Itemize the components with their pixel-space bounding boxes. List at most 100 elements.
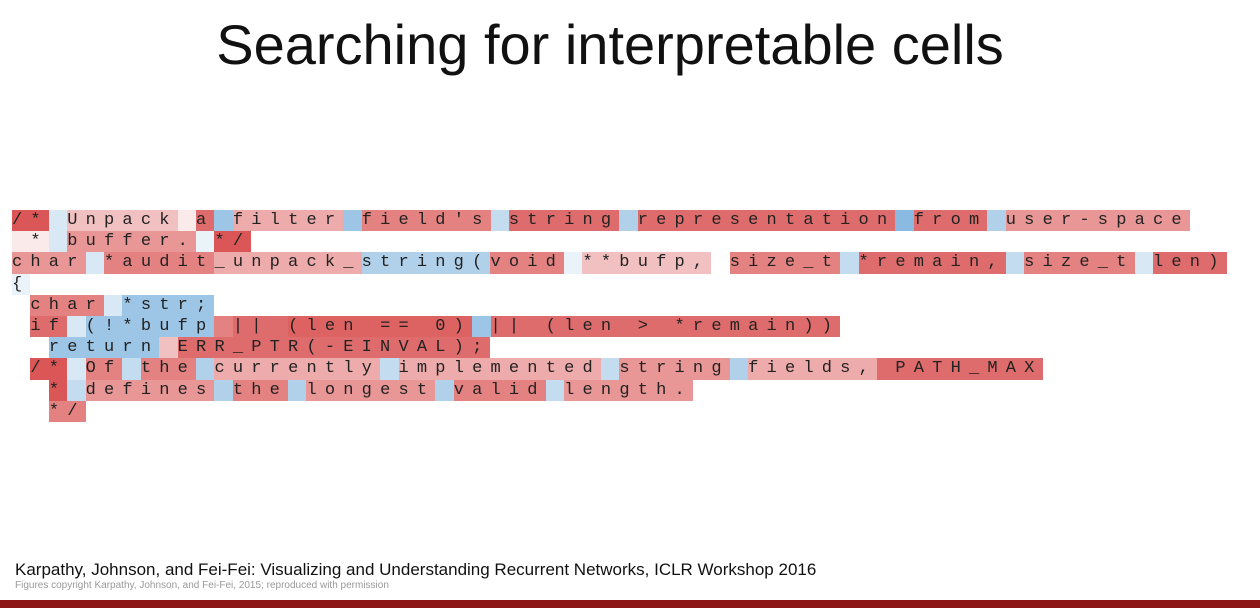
code-segment: the bbox=[232, 379, 289, 401]
code-line: /* Of the currently implemented string f… bbox=[12, 358, 1227, 380]
code-segment bbox=[48, 231, 68, 253]
code-segment: longest bbox=[306, 379, 436, 401]
code-segment: || bbox=[232, 315, 270, 338]
code-segment: Unpack bbox=[67, 210, 178, 232]
code-line: * buffer. */ bbox=[12, 231, 1227, 253]
code-segment bbox=[12, 380, 49, 401]
code-segment: filter bbox=[232, 210, 344, 232]
code-segment bbox=[12, 358, 30, 379]
code-segment bbox=[600, 358, 620, 380]
code-line: * defines the longest valid length. bbox=[12, 379, 1227, 401]
code-segment bbox=[67, 315, 86, 338]
code-segment bbox=[876, 358, 896, 380]
code-segment: *str; bbox=[122, 294, 215, 316]
code-segment bbox=[269, 315, 289, 338]
code-segment bbox=[122, 358, 141, 380]
code-segment bbox=[895, 210, 914, 232]
code-segment: || bbox=[490, 315, 528, 338]
footer-bar bbox=[0, 600, 1260, 608]
code-segment: a bbox=[196, 210, 215, 232]
code-segment bbox=[729, 358, 749, 380]
code-segment bbox=[564, 252, 583, 274]
code-line: /* Unpack a filter field's string repres… bbox=[12, 210, 1227, 232]
code-segment bbox=[435, 379, 454, 401]
title: Searching for interpretable cells bbox=[216, 13, 1004, 76]
code-segment bbox=[288, 379, 307, 401]
code-segment bbox=[159, 337, 178, 359]
code-segment bbox=[12, 337, 49, 358]
code-segment bbox=[545, 379, 565, 401]
code-segment bbox=[177, 210, 197, 232]
code-segment bbox=[343, 210, 362, 232]
code-segment: PATH_MAX bbox=[895, 358, 1043, 380]
code-segment bbox=[490, 210, 509, 232]
code-segment: size_t bbox=[1024, 252, 1135, 274]
code-segment: implemented bbox=[398, 358, 601, 380]
code-segment bbox=[711, 252, 729, 273]
code-segment: representation bbox=[637, 210, 896, 232]
code-segment: char bbox=[30, 294, 105, 316]
code-segment: { bbox=[12, 273, 31, 295]
code-block: /* Unpack a filter field's string repres… bbox=[12, 210, 1227, 422]
code-line: char *audit_unpack_string(void **bufp, s… bbox=[12, 252, 1227, 274]
code-segment: size_t bbox=[729, 252, 841, 274]
code-segment: */ bbox=[48, 400, 86, 422]
code-segment bbox=[104, 294, 123, 316]
code-segment bbox=[380, 358, 399, 380]
code-segment bbox=[12, 316, 30, 337]
code-segment: length. bbox=[564, 379, 693, 401]
code-segment bbox=[1134, 252, 1153, 274]
code-segment bbox=[1005, 252, 1025, 274]
code-segment: (len > *remain)) bbox=[545, 315, 841, 338]
code-segment bbox=[196, 358, 215, 380]
code-segment: fields, bbox=[748, 358, 877, 380]
code-segment bbox=[214, 315, 233, 338]
code-segment: return bbox=[48, 337, 160, 359]
code-segment: (len == 0) bbox=[288, 315, 473, 338]
code-segment: (!*bufp bbox=[85, 315, 215, 338]
code-segment: *remain, bbox=[858, 252, 1006, 274]
code-segment: field's bbox=[361, 210, 491, 232]
code-segment: from bbox=[913, 210, 988, 232]
code-segment: * bbox=[12, 231, 49, 253]
code-segment bbox=[214, 210, 233, 232]
code-segment bbox=[85, 252, 105, 274]
code-segment bbox=[987, 210, 1006, 232]
code-segment bbox=[214, 379, 233, 401]
code-segment bbox=[472, 315, 491, 338]
citation: Karpathy, Johnson, and Fei-Fei: Visualiz… bbox=[15, 560, 817, 579]
code-segment: the bbox=[140, 358, 197, 380]
code-segment bbox=[67, 379, 86, 401]
code-segment: currently bbox=[214, 358, 381, 380]
code-segment: Of bbox=[85, 358, 123, 380]
code-segment: *audit bbox=[104, 252, 215, 274]
code-segment: string bbox=[619, 358, 730, 380]
code-segment bbox=[840, 252, 859, 274]
code-segment bbox=[12, 295, 30, 316]
code-segment: user-space bbox=[1005, 210, 1190, 232]
code-segment bbox=[619, 210, 638, 232]
code-segment: valid bbox=[453, 379, 546, 401]
code-segment: * bbox=[48, 379, 68, 401]
code-segment: if bbox=[30, 315, 68, 338]
code-segment bbox=[196, 231, 215, 253]
code-line: return ERR_PTR(-EINVAL); bbox=[12, 337, 1227, 359]
code-segment: ERR_PTR(-EINVAL); bbox=[177, 337, 491, 359]
code-segment bbox=[67, 358, 86, 380]
code-segment: string( bbox=[361, 252, 491, 274]
code-line: if (!*bufp || (len == 0) || (len > *rema… bbox=[12, 315, 1227, 338]
code-segment: char bbox=[12, 252, 86, 274]
code-segment: /* bbox=[30, 358, 68, 380]
code-segment: defines bbox=[85, 379, 215, 401]
code-segment: _unpack_ bbox=[214, 252, 362, 274]
code-segment: len) bbox=[1152, 252, 1227, 274]
code-segment: buffer. bbox=[67, 231, 197, 253]
copyright: Figures copyright Karpathy, Johnson, and… bbox=[15, 580, 389, 591]
code-segment: void bbox=[490, 252, 565, 274]
code-segment: */ bbox=[214, 231, 252, 253]
code-segment: **bufp, bbox=[582, 252, 712, 274]
code-segment bbox=[527, 315, 546, 338]
code-line: */ bbox=[12, 400, 1227, 422]
code-line: char *str; bbox=[12, 294, 1227, 316]
